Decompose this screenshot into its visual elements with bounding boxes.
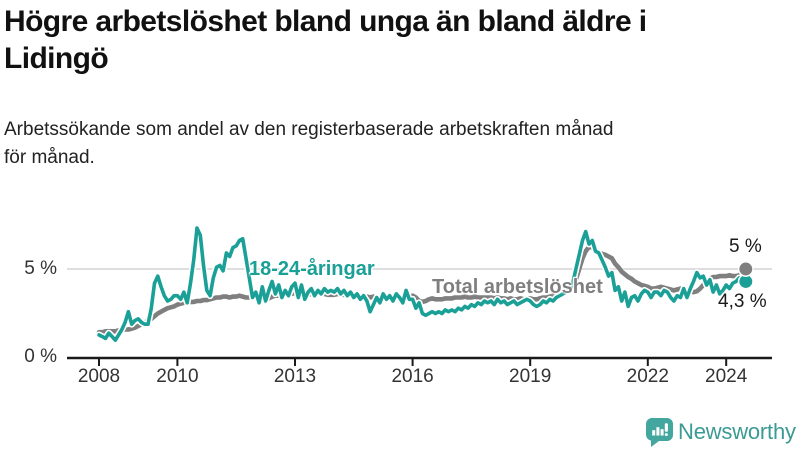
newsworthy-logo: Newsworthy [645, 417, 796, 447]
series-label-18-24: 18-24-åringar [249, 258, 375, 280]
x-tick-label-2013: 2013 [273, 366, 317, 387]
y-axis-label-0: 0 % [24, 346, 57, 367]
x-tick-label-2010: 2010 [156, 366, 199, 387]
x-tick-label-2024: 2024 [705, 366, 748, 387]
end-value-label-total: 5 % [729, 236, 762, 257]
series-label-total: Total arbetslöshet [432, 276, 603, 298]
bar-chart-glyph [652, 427, 664, 436]
x-tick-label-2016: 2016 [391, 366, 434, 387]
page-subtitle: Arbetssökande som andel av den registerb… [4, 119, 614, 140]
page-title-line2: Lidingö [4, 42, 109, 75]
x-tick-label-2022: 2022 [626, 366, 669, 387]
y-axis-label-5: 5 % [24, 258, 57, 279]
page-title: Högre arbetslöshet bland unga än bland ä… [4, 5, 647, 38]
line-total [96, 244, 749, 335]
newsworthy-wordmark: Newsworthy [678, 419, 796, 444]
end-dot-total [737, 261, 754, 277]
end-value-label-18-24: 4,3 % [718, 291, 767, 312]
exclamation-glyph [664, 423, 668, 436]
x-tick-label-2019: 2019 [509, 366, 552, 387]
newsworthy-speech-bubble-icon [646, 418, 673, 447]
line-young [97, 226, 748, 343]
x-tick-label-2008: 2008 [77, 366, 121, 387]
page-subtitle-line2: för månad. [4, 147, 95, 168]
